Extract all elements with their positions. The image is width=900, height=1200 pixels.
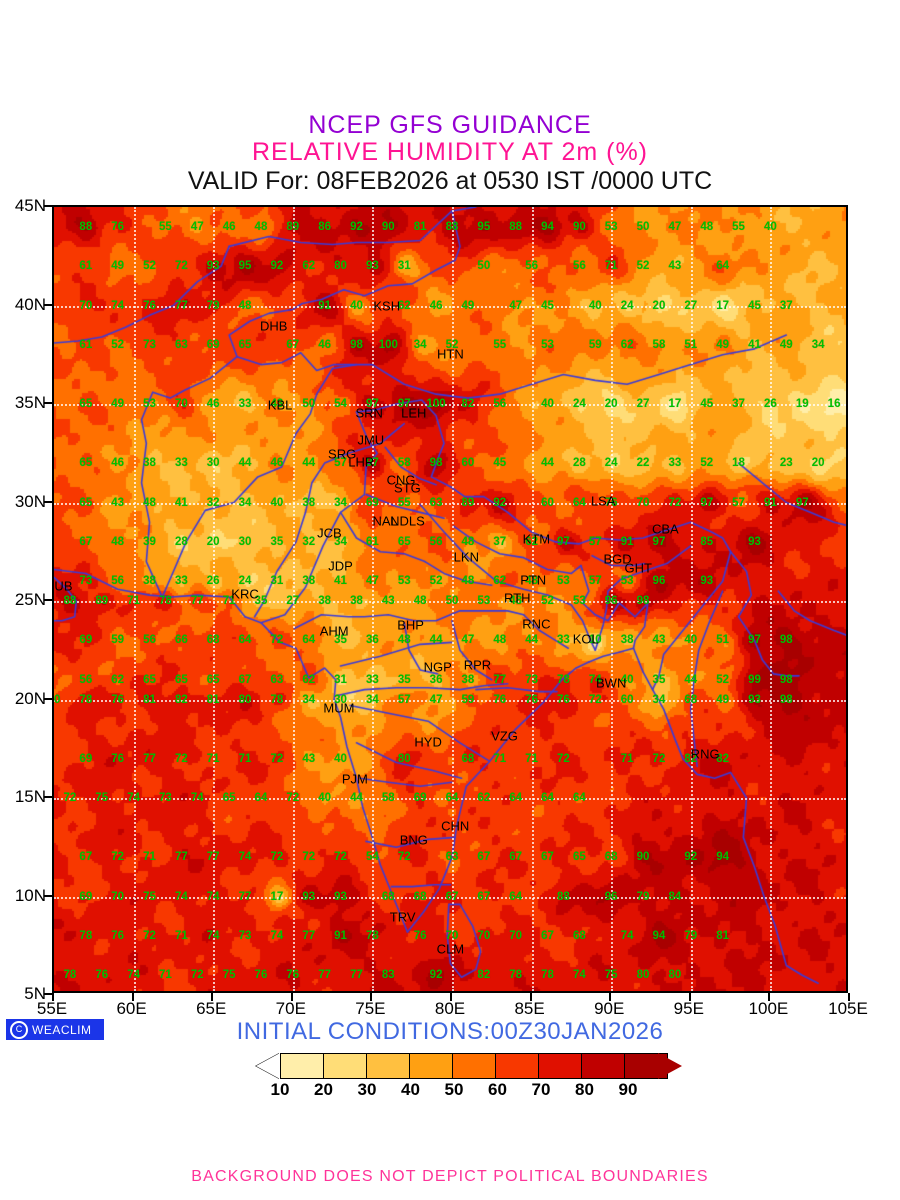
lat-tickmark xyxy=(44,599,52,601)
lon-tickmark xyxy=(848,993,850,1001)
lon-tick-105E: 105E xyxy=(828,999,868,1018)
valid-time: VALID For: 08FEB2026 at 0530 IST /0000 U… xyxy=(187,167,713,195)
lon-tickmark xyxy=(609,993,612,1001)
lat-tickmark xyxy=(44,993,52,995)
colorbar-tick-30: 30 xyxy=(357,1080,377,1099)
colorbar: 10 20 30 40 50 60 70 80 90 xyxy=(0,1050,900,1100)
lat-tick-25N: 25N xyxy=(14,590,46,609)
variable-title: RELATIVE HUMIDITY AT 2m (%) xyxy=(251,138,649,166)
lat-tick-5N: 5N xyxy=(24,984,46,1003)
country-borders-canvas xyxy=(54,207,846,991)
lon-tick-70E: 70E xyxy=(275,999,306,1018)
lon-tickmark xyxy=(211,993,214,1001)
lon-tick-75E: 75E xyxy=(355,999,386,1018)
lon-tickmark xyxy=(450,993,452,1001)
lon-tickmark xyxy=(290,993,293,1001)
colorbar-swatch-5 xyxy=(453,1054,496,1078)
colorbar-swatches xyxy=(280,1053,668,1079)
colorbar-tick-80: 80 xyxy=(575,1080,594,1099)
lat-tickmark xyxy=(44,796,52,798)
weather-map[interactable]: 88 76 55 47 46 48 89 86 92 90 81 88 95 88 94 90 53 50 47 48… xyxy=(52,205,848,993)
lat-tick-15N: 15N xyxy=(14,787,46,806)
lat-tick-20N: 20N xyxy=(14,688,46,708)
model-title: NCEP GFS GUIDANCE xyxy=(308,111,592,139)
lat-tickmark xyxy=(44,697,52,700)
initial-conditions-label: INITIAL CONDITIONS:00Z30JAN2026 xyxy=(236,1018,664,1045)
colorbar-under-cap xyxy=(256,1053,280,1079)
disclaimer-text: BACKGROUND DOES NOT DEPICT POLITICAL BOU… xyxy=(191,1168,709,1185)
colorbar-swatch-3 xyxy=(367,1054,410,1078)
lon-tick-95E: 95E xyxy=(673,999,704,1018)
colorbar-swatch-6 xyxy=(496,1054,539,1078)
title-block: NCEP GFS GUIDANCE RELATIVE HUMIDITY AT 2… xyxy=(0,112,900,196)
lon-tick-65E: 65E xyxy=(196,999,227,1018)
colorbar-tick-60: 60 xyxy=(488,1080,507,1099)
lat-tick-45N: 45N xyxy=(14,196,46,215)
lon-tickmark xyxy=(370,993,373,1001)
colorbar-tick-50: 50 xyxy=(444,1080,464,1099)
colorbar-tick-90: 90 xyxy=(618,1080,638,1099)
lat-tick-30N: 30N xyxy=(14,491,46,511)
lon-tickmark xyxy=(529,993,532,1001)
colorbar-swatch-1 xyxy=(281,1054,324,1078)
colorbar-swatch-8 xyxy=(582,1054,625,1078)
lon-tickmark xyxy=(688,993,691,1001)
colorbar-swatch-2 xyxy=(324,1054,367,1078)
lon-tickmark xyxy=(131,993,134,1001)
colorbar-over-cap xyxy=(658,1053,682,1079)
lat-tick-10N: 10N xyxy=(14,885,46,905)
colorbar-swatch-4 xyxy=(410,1054,453,1078)
lon-tickmark xyxy=(52,993,54,1001)
lon-tick-60E: 60E xyxy=(116,999,147,1018)
lat-tickmark xyxy=(44,500,52,503)
copyright-icon: C xyxy=(10,1020,28,1039)
lat-tick-35N: 35N xyxy=(14,393,46,412)
lon-tickmark xyxy=(768,993,771,1001)
lat-tick-40N: 40N xyxy=(14,294,46,314)
lon-tick-100E: 100E xyxy=(748,999,789,1018)
weaclim-logo[interactable]: C WEACLIM xyxy=(6,1019,104,1040)
colorbar-tick-10: 10 xyxy=(270,1080,290,1099)
lat-tickmark xyxy=(44,894,52,897)
colorbar-tick-20: 20 xyxy=(314,1080,333,1099)
colorbar-swatch-7 xyxy=(539,1054,582,1078)
colorbar-tick-70: 70 xyxy=(531,1080,551,1099)
colorbar-tick-40: 40 xyxy=(401,1080,420,1099)
weaclim-logo-text: WEACLIM xyxy=(32,1022,92,1037)
lat-tickmark xyxy=(44,205,52,207)
lat-tickmark xyxy=(44,402,52,404)
lat-tickmark xyxy=(44,303,52,306)
lon-tick-90E: 90E xyxy=(594,999,625,1018)
lon-tick-55E: 55E xyxy=(36,999,68,1018)
lon-tick-80E: 80E xyxy=(434,999,466,1018)
lon-tick-85E: 85E xyxy=(514,999,545,1018)
